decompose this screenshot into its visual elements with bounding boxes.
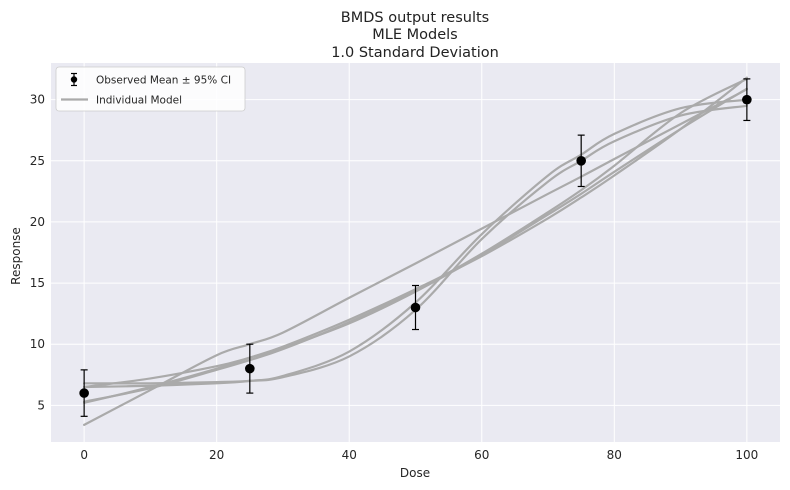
- observed-mean-point: [410, 302, 421, 313]
- x-axis-label: Dose: [400, 466, 430, 480]
- y-tick-label: 25: [30, 154, 45, 168]
- observed-points: [79, 78, 752, 417]
- x-tick-label: 20: [209, 448, 224, 462]
- tick-labels: 0 20 40 60 80 100 5 10 15 20 25 30: [30, 93, 759, 462]
- y-axis-label: Response: [9, 227, 23, 285]
- chart-title: BMDS output results MLE Models 1.0 Stand…: [331, 10, 499, 61]
- x-tick-label: 40: [342, 448, 357, 462]
- legend-label-observed: Observed Mean ± 95% CI: [96, 75, 231, 87]
- legend: Observed Mean ± 95% CI Individual Model: [55, 66, 246, 112]
- y-tick-label: 30: [30, 93, 45, 107]
- y-tick-label: 5: [37, 398, 45, 412]
- legend-box: [55, 66, 246, 112]
- y-tick-label: 15: [30, 276, 45, 290]
- legend-observed-marker-icon: [70, 76, 78, 83]
- legend-label-model: Individual Model: [96, 95, 182, 107]
- chart-title-line-1: BMDS output results: [341, 10, 489, 26]
- y-tick-label: 10: [30, 337, 45, 351]
- observed-mean-point: [576, 156, 586, 166]
- chart-title-line-3: 1.0 Standard Deviation: [331, 45, 499, 61]
- x-tick-label: 100: [735, 448, 758, 462]
- y-tick-label: 20: [30, 215, 45, 229]
- model-curve: [83, 88, 748, 426]
- observed-mean-point: [245, 363, 255, 374]
- observed-mean-point: [742, 94, 752, 105]
- gridlines: [51, 63, 780, 442]
- x-tick-label: 80: [607, 448, 622, 462]
- x-tick-label: 0: [80, 448, 88, 462]
- chart-title-line-2: MLE Models: [372, 27, 457, 43]
- observed-mean-point: [79, 388, 89, 398]
- x-tick-label: 60: [474, 448, 489, 462]
